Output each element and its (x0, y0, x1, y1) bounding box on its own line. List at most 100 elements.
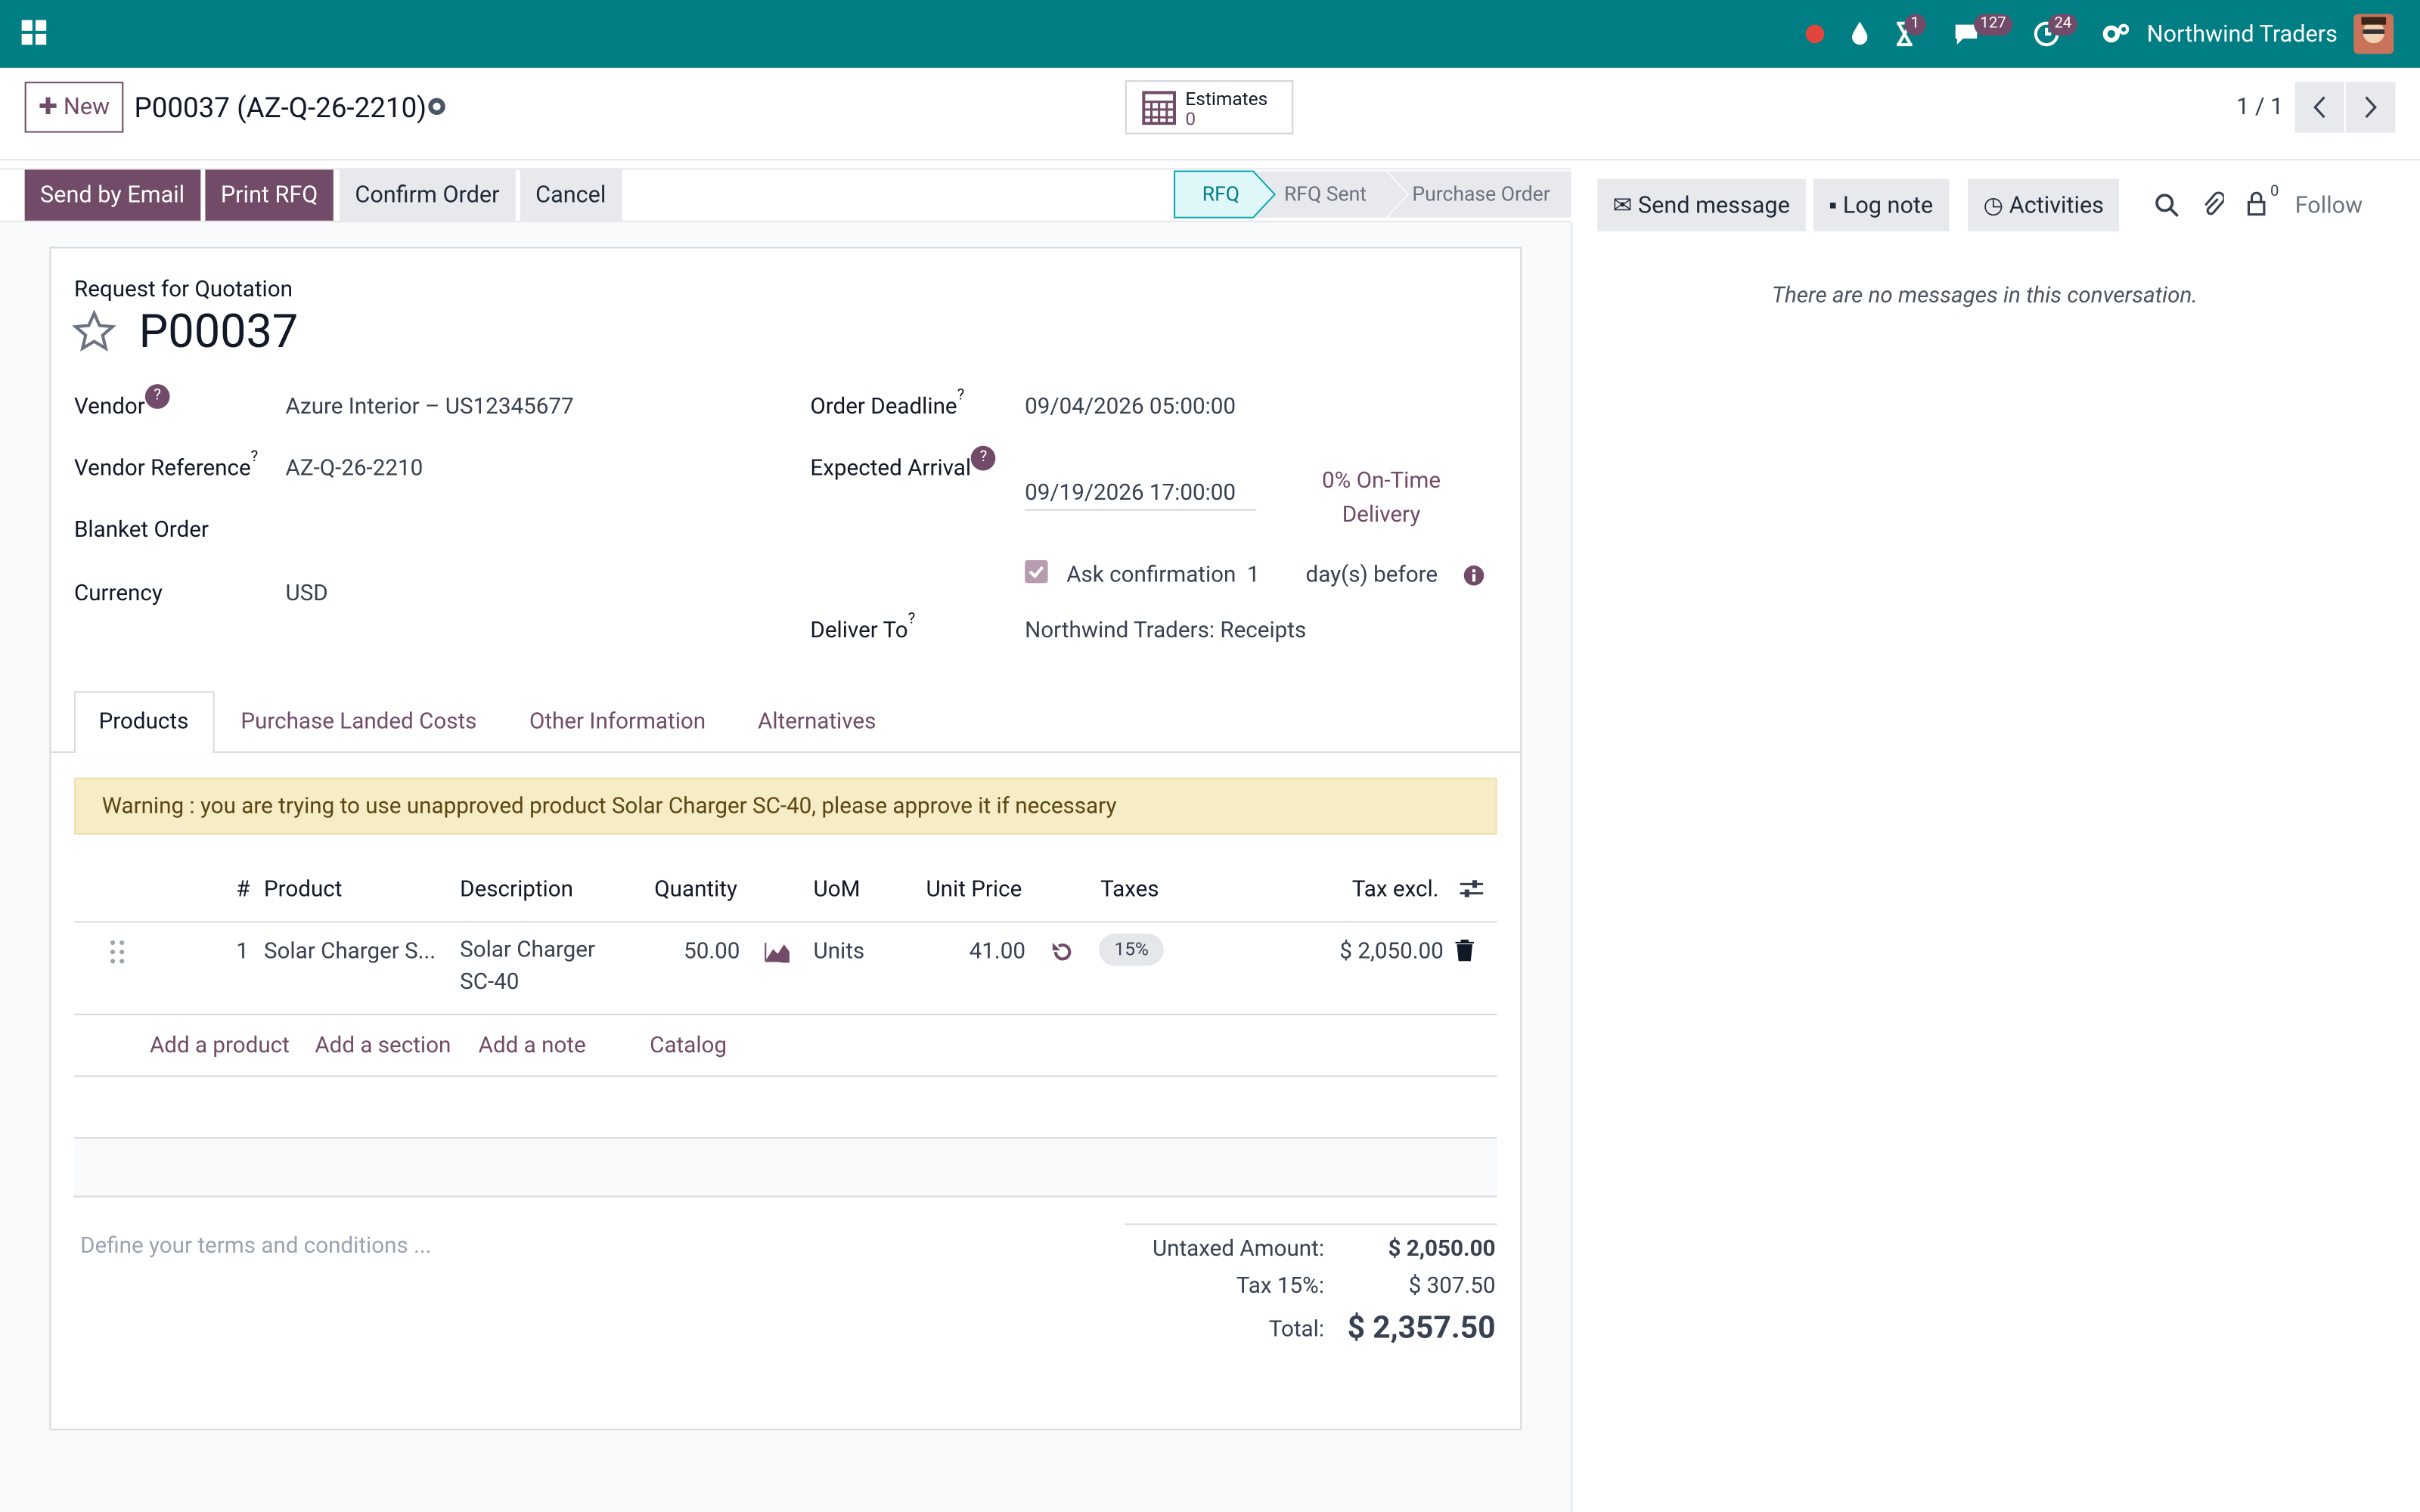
add-link[interactable]: Add a section (315, 1032, 451, 1058)
followers-icon[interactable] (2247, 191, 2266, 216)
col-header[interactable]: Quantity (654, 876, 737, 903)
col-header[interactable]: Taxes (1100, 876, 1159, 903)
label-text: Deliver To (810, 617, 908, 644)
smart-button[interactable]: Estimates 0 (1125, 80, 1294, 135)
settings-icon[interactable] (2102, 22, 2130, 47)
form-subtitle: Request for Quotation (73, 276, 293, 302)
chatter-button[interactable]: ▪ Log note (1813, 178, 1949, 232)
col-header[interactable]: Unit Price (926, 876, 1022, 903)
delete-icon[interactable] (1455, 939, 1474, 962)
tab-line (49, 751, 1522, 753)
action-button[interactable]: Send by Email (24, 169, 200, 221)
avatar[interactable] (2353, 14, 2394, 54)
drop-icon[interactable] (1849, 20, 1871, 45)
help-badge[interactable]: ? (144, 384, 170, 409)
tab[interactable]: Purchase Landed Costs (240, 708, 477, 735)
cell[interactable]: Solar Charger S... (263, 937, 436, 965)
forecast-icon[interactable] (764, 941, 790, 963)
totals-line (1125, 1223, 1497, 1225)
help-marker[interactable]: ? (957, 387, 965, 404)
add-link[interactable]: Add a note (478, 1032, 586, 1058)
smart-count: 0 (1185, 107, 1196, 130)
field-value[interactable]: AZ-Q-26-2210 (285, 455, 424, 482)
add-link[interactable]: Catalog (650, 1032, 728, 1058)
label-text: Vendor (73, 393, 145, 420)
field-label: Expected Arrival? (810, 445, 996, 482)
columns-toggle[interactable] (1460, 878, 1484, 900)
ask-days[interactable]: 1 (1246, 561, 1260, 588)
smart-label: Estimates (1185, 88, 1268, 110)
action-button[interactable]: Cancel (520, 169, 622, 221)
company-name[interactable]: Northwind Traders (2146, 20, 2338, 48)
col-header[interactable]: Tax excl. (1351, 876, 1439, 903)
attachment-icon[interactable] (2202, 191, 2224, 218)
help-marker[interactable]: ? (908, 611, 916, 628)
next-button[interactable] (2346, 82, 2396, 133)
apps-icon[interactable] (21, 20, 50, 48)
warning-text: Warning : you are trying to use unapprov… (101, 792, 1117, 820)
divider (0, 159, 2420, 161)
field-value[interactable]: Northwind Traders: Receipts (1025, 617, 1307, 644)
breadcrumb: P00037 (AZ-Q-26-2210) (134, 92, 427, 125)
reset-icon[interactable] (1051, 941, 1073, 963)
cell: 1 (236, 937, 249, 965)
timer-badge: 24 (2048, 14, 2078, 36)
field-label: Currency (73, 580, 163, 607)
pager: 1 / 1 (2236, 92, 2284, 121)
status-step[interactable]: Purchase Order (1412, 183, 1550, 207)
record-icon[interactable] (1804, 23, 1826, 45)
chatter-button[interactable]: ◷ Activities (1968, 178, 2120, 232)
tab[interactable]: Alternatives (758, 708, 876, 735)
prev-button[interactable] (2294, 82, 2344, 133)
col-header[interactable]: Description (460, 876, 573, 903)
action-bar (0, 168, 1571, 222)
new-button[interactable]: ✚ New (24, 82, 124, 133)
activity-badge: 1 (1904, 14, 1926, 36)
col-header[interactable]: Product (263, 876, 343, 903)
gear-icon[interactable] (426, 96, 448, 118)
star-icon[interactable] (72, 310, 116, 353)
empty-message: There are no messages in this conversati… (1771, 282, 2198, 309)
field-value[interactable]: 09/04/2026 05:00:00 (1025, 393, 1236, 420)
form-sheet (49, 246, 1522, 1430)
tax-tag[interactable]: 15% (1099, 933, 1165, 966)
field-value[interactable]: Azure Interior – US12345677 (285, 393, 574, 420)
terms-placeholder[interactable]: Define your terms and conditions ... (80, 1232, 432, 1259)
field-value[interactable]: USD (285, 580, 328, 607)
row-line (73, 921, 1497, 923)
col-header[interactable]: UoM (813, 876, 861, 903)
chatter-button[interactable]: ✉ Send message (1597, 178, 1806, 232)
cell[interactable]: 41.00 (969, 937, 1025, 965)
messages-icon[interactable] (1953, 22, 1981, 47)
add-link[interactable]: Add a product (149, 1032, 290, 1058)
row-line (73, 1013, 1497, 1015)
info-icon[interactable] (1463, 565, 1485, 587)
label-text: Vendor Reference (73, 455, 251, 482)
search-icon[interactable] (2155, 193, 2180, 218)
total-value: $ 2,357.50 (1347, 1308, 1496, 1346)
help-marker[interactable]: ? (250, 448, 259, 466)
status-step[interactable]: RFQ Sent (1283, 183, 1367, 207)
tab[interactable]: Other Information (529, 708, 706, 735)
drag-handle[interactable] (110, 940, 125, 965)
cell[interactable]: 50.00 (684, 937, 740, 965)
field-value[interactable]: 09/19/2026 17:00:00 (1025, 480, 1257, 511)
new-label: New (64, 92, 110, 121)
status-step[interactable]: RFQ (1202, 183, 1240, 207)
cell[interactable]: Solar Charger SC-40 (460, 936, 596, 996)
chatter-label: Activities (2009, 191, 2104, 219)
follow-button[interactable]: Follow (2294, 191, 2363, 219)
cell[interactable]: Units (813, 937, 865, 965)
action-button[interactable]: Confirm Order (339, 169, 515, 221)
help-badge[interactable]: ? (971, 445, 996, 471)
total-label: Untaxed Amount: (1152, 1235, 1325, 1263)
total-label: Total: (1268, 1315, 1325, 1343)
field-label: Vendor Reference? (73, 449, 258, 482)
checkbox[interactable] (1025, 559, 1048, 584)
tab[interactable]: Products (98, 708, 189, 735)
label-text: Expected Arrival (810, 455, 972, 482)
total-value: $ 2,050.00 (1388, 1235, 1496, 1263)
action-button[interactable]: Print RFQ (205, 169, 334, 221)
on-time-button[interactable]: 0% On-Time Delivery (1321, 467, 1441, 528)
row-line (73, 1137, 1497, 1139)
